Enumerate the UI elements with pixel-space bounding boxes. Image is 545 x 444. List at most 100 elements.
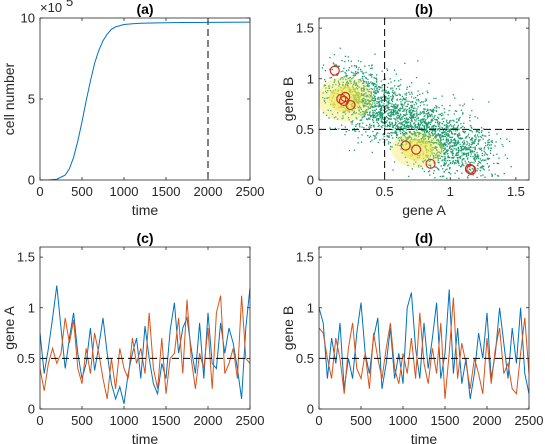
cell-point <box>450 119 452 122</box>
cell-point <box>410 132 412 134</box>
cell-point <box>456 170 459 172</box>
cell-point <box>454 110 457 112</box>
cell-point <box>383 118 385 121</box>
cell-point <box>461 155 463 157</box>
cell-point <box>439 130 441 132</box>
cell-point <box>396 134 398 137</box>
series-line-1 <box>40 285 250 405</box>
cell-point <box>457 154 459 156</box>
cell-point <box>420 118 422 121</box>
cell-point <box>333 63 335 65</box>
cell-point <box>431 110 434 112</box>
cell-point <box>399 118 401 120</box>
cell-point <box>409 93 411 95</box>
cell-point <box>443 117 445 120</box>
cell-point <box>469 149 472 151</box>
cell-point <box>462 112 464 114</box>
cell-point <box>442 136 444 138</box>
cell-point <box>376 105 378 107</box>
cell-point <box>460 109 463 111</box>
cell-point <box>378 104 380 106</box>
cell-point <box>439 135 441 137</box>
cell-point <box>410 96 413 98</box>
cell-point <box>476 117 479 119</box>
cell-point <box>342 117 344 119</box>
cell-point <box>386 68 388 70</box>
cell-point <box>369 107 371 109</box>
cell-point <box>368 88 370 91</box>
cell-point <box>367 90 369 93</box>
cell-point <box>394 103 397 105</box>
cell-point <box>390 81 392 83</box>
cell-point <box>375 108 378 110</box>
cell-point <box>452 126 455 128</box>
cell-point <box>387 113 389 115</box>
cell-point <box>389 78 391 80</box>
cell-point <box>390 110 393 112</box>
cell-point <box>448 134 450 136</box>
cell-point <box>445 151 447 154</box>
cell-point <box>444 143 446 146</box>
cell-point <box>423 121 425 124</box>
cell-point <box>357 85 359 87</box>
cell-point <box>386 120 388 122</box>
cell-point <box>388 107 390 109</box>
cell-point <box>454 161 456 164</box>
cell-point <box>379 113 381 115</box>
cell-point <box>372 112 374 114</box>
cell-point <box>404 133 406 136</box>
cell-point <box>449 167 451 169</box>
cell-point <box>404 127 406 130</box>
cell-point <box>432 134 435 136</box>
cell-point <box>406 124 409 126</box>
cell-point <box>423 125 426 127</box>
cell-point <box>392 113 395 115</box>
cell-point <box>376 121 378 123</box>
cell-point <box>460 123 462 125</box>
cell-point <box>417 113 419 116</box>
cell-point <box>390 134 393 137</box>
cell-point <box>410 116 412 119</box>
cell-point <box>402 129 404 131</box>
cell-point <box>435 109 437 112</box>
cell-point <box>458 164 460 167</box>
cell-point <box>368 126 370 128</box>
cell-point <box>441 146 443 148</box>
cell-point <box>432 142 434 144</box>
cell-point <box>415 120 417 122</box>
cell-point <box>445 127 448 129</box>
cell-point <box>442 120 445 123</box>
cell-point <box>481 165 484 167</box>
cell-point <box>456 152 458 154</box>
cell-point <box>432 127 435 129</box>
cell-point <box>371 67 373 69</box>
cell-point <box>387 114 390 117</box>
cell-point <box>430 121 432 123</box>
cell-point <box>491 139 493 142</box>
cell-point <box>422 118 425 120</box>
cell-point <box>450 140 452 143</box>
cell-point <box>345 131 347 133</box>
cell-point <box>365 118 368 120</box>
cell-point <box>380 100 382 102</box>
x-tick-label: 1.5 <box>507 184 525 199</box>
cell-point <box>357 60 360 62</box>
cell-point <box>385 121 388 123</box>
cell-point <box>450 132 453 134</box>
cell-point <box>472 146 474 149</box>
cell-point <box>413 133 415 135</box>
cell-point <box>449 162 452 165</box>
cell-point <box>372 134 375 137</box>
cell-point <box>345 75 347 78</box>
cell-point <box>477 168 479 170</box>
cell-point <box>336 118 339 120</box>
cell-point <box>424 115 426 117</box>
cell-point <box>430 132 433 134</box>
cell-point <box>438 128 440 130</box>
highlighted-cell-marker <box>466 164 477 175</box>
cell-point <box>476 176 478 179</box>
cell-point <box>331 86 334 88</box>
cell-point <box>422 125 424 127</box>
cell-point <box>370 126 372 129</box>
cell-point <box>345 74 347 77</box>
